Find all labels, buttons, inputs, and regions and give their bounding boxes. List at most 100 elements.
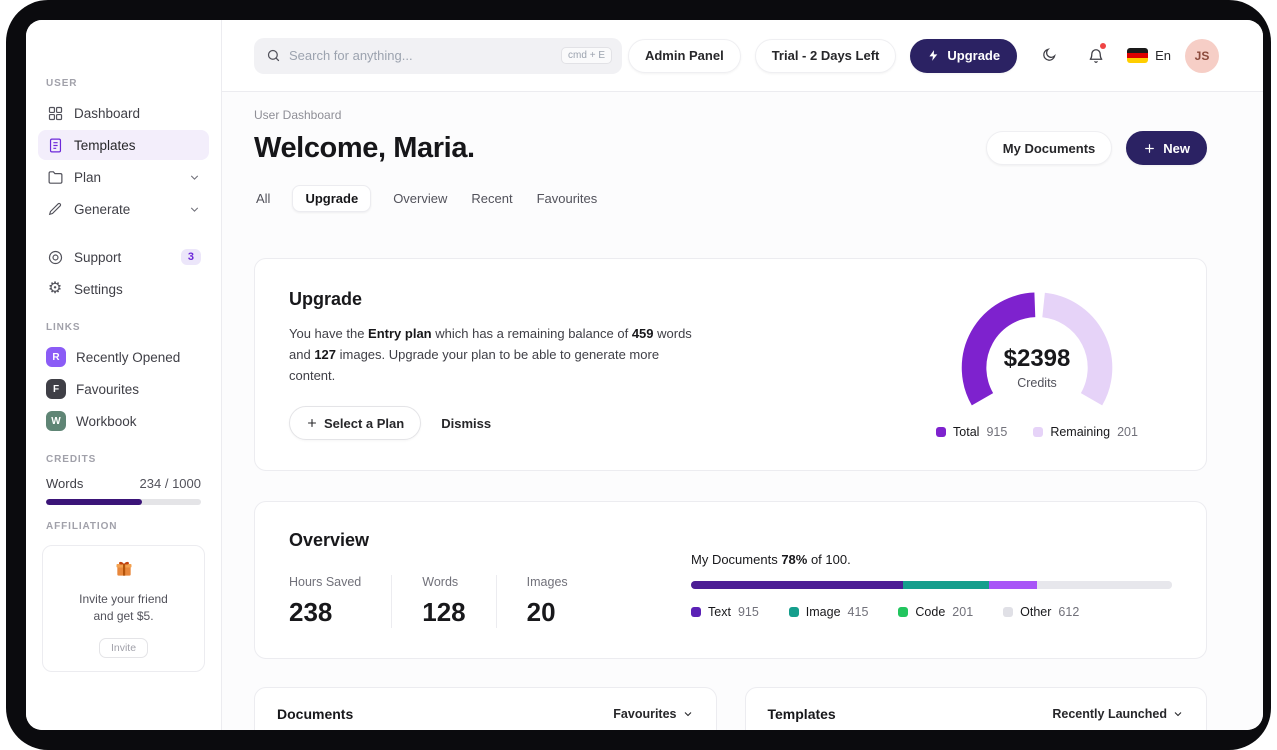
main-column: cmd + E Admin Panel Trial - 2 Days Left … bbox=[222, 20, 1263, 730]
sidebar-item-dashboard[interactable]: Dashboard bbox=[38, 98, 209, 128]
legend-item-image: Image 415 bbox=[788, 605, 868, 619]
new-button[interactable]: New bbox=[1126, 131, 1207, 165]
sidebar-link-label: Workbook bbox=[76, 413, 137, 429]
stacked-progress-bar bbox=[691, 581, 1172, 590]
documents-card-title: Documents bbox=[277, 706, 354, 723]
sidebar-item-label: Dashboard bbox=[74, 105, 141, 121]
sidebar-section-links: LINKS bbox=[46, 322, 81, 333]
chevron-down-icon bbox=[188, 171, 201, 184]
page-title: Welcome, Maria. bbox=[254, 131, 475, 164]
stat-images: Images 20 bbox=[495, 575, 598, 629]
sidebar-item-templates[interactable]: Templates bbox=[38, 130, 209, 160]
link-initial-chip: F bbox=[46, 379, 66, 399]
templates-icon bbox=[46, 136, 64, 154]
upgrade-card-text: You have the Entry plan which has a rema… bbox=[289, 326, 692, 383]
chevron-down-icon bbox=[188, 203, 201, 216]
german-flag-icon bbox=[1127, 48, 1149, 63]
affiliation-text: Invite your friend and get $5. bbox=[79, 592, 168, 624]
bolt-icon bbox=[927, 49, 940, 62]
search-shortcut: cmd + E bbox=[561, 47, 612, 64]
pencil-icon bbox=[46, 200, 64, 218]
documents-filter-dropdown[interactable]: Favourites bbox=[613, 707, 693, 721]
app-window: USER Dashboard Templates Plan bbox=[26, 20, 1263, 730]
tab-favourites[interactable]: Favourites bbox=[536, 191, 598, 206]
credits-row: Words 234 / 1000 bbox=[46, 476, 201, 491]
tab-all[interactable]: All bbox=[256, 191, 271, 206]
legend-swatch bbox=[691, 607, 701, 618]
tab-recent[interactable]: Recent bbox=[471, 191, 513, 206]
dark-mode-toggle[interactable] bbox=[1031, 39, 1065, 73]
sidebar-link-favourites[interactable]: F Favourites bbox=[38, 374, 209, 404]
stat-hours-saved: Hours Saved 238 bbox=[289, 575, 362, 628]
sidebar-section-user: USER bbox=[46, 78, 78, 89]
bar-segment-image bbox=[902, 581, 990, 590]
overview-stats: Hours Saved 238 Words 128 Images 20 bbox=[289, 575, 681, 629]
sidebar-item-settings[interactable]: ⚙ Settings bbox=[38, 274, 209, 304]
plus-icon bbox=[1143, 142, 1156, 155]
moon-icon bbox=[1039, 47, 1057, 65]
sidebar-item-label: Support bbox=[74, 249, 122, 265]
stat-words: Words 128 bbox=[391, 575, 495, 629]
breadcrumb: User Dashboard bbox=[254, 108, 342, 122]
sidebar-item-plan[interactable]: Plan bbox=[38, 162, 209, 192]
gear-icon: ⚙ bbox=[47, 280, 63, 297]
sidebar-link-recently-opened[interactable]: R Recently Opened bbox=[38, 342, 209, 372]
sidebar-link-workbook[interactable]: W Workbook bbox=[38, 406, 209, 436]
support-icon bbox=[46, 248, 64, 266]
templates-filter-dropdown[interactable]: Recently Launched bbox=[1052, 707, 1184, 721]
chevron-down-icon bbox=[1172, 708, 1184, 720]
search-bar[interactable]: cmd + E bbox=[254, 37, 622, 74]
support-badge: 3 bbox=[180, 249, 201, 265]
legend-swatch bbox=[788, 607, 799, 618]
select-plan-button[interactable]: Select a Plan bbox=[289, 406, 422, 441]
bar-segment-text bbox=[691, 581, 903, 590]
user-avatar[interactable]: JS bbox=[1185, 38, 1219, 73]
grid-icon bbox=[46, 104, 64, 122]
link-initial-chip: R bbox=[46, 347, 66, 367]
credits-gauge: $2398 Credits Total 915 Remaining bbox=[902, 289, 1172, 440]
admin-panel-button[interactable]: Admin Panel bbox=[627, 38, 741, 73]
language-selector[interactable]: En bbox=[1127, 48, 1171, 63]
notifications-button[interactable] bbox=[1079, 39, 1113, 73]
upgrade-button[interactable]: Upgrade bbox=[910, 38, 1018, 73]
gauge-value: $2398 bbox=[1003, 345, 1071, 372]
select-plan-label: Select a Plan bbox=[324, 415, 405, 431]
upgrade-card-title: Upgrade bbox=[289, 289, 363, 309]
window-frame: USER Dashboard Templates Plan bbox=[6, 0, 1271, 750]
legend-swatch bbox=[1003, 607, 1014, 618]
my-documents-button[interactable]: My Documents bbox=[985, 131, 1113, 165]
chevron-down-icon bbox=[682, 708, 694, 720]
sidebar-item-label: Plan bbox=[74, 169, 102, 185]
credits-label: Words bbox=[46, 476, 84, 491]
topbar: cmd + E Admin Panel Trial - 2 Days Left … bbox=[222, 20, 1263, 92]
search-input[interactable] bbox=[289, 48, 554, 63]
folder-icon bbox=[46, 168, 64, 186]
gauge-arc-total bbox=[961, 292, 1036, 406]
gauge-chart bbox=[961, 292, 1113, 406]
trial-button[interactable]: Trial - 2 Days Left bbox=[754, 38, 897, 73]
plus-icon bbox=[306, 417, 318, 429]
new-button-label: New bbox=[1163, 140, 1190, 156]
sidebar-item-support[interactable]: Support 3 bbox=[38, 242, 209, 272]
upgrade-card: Upgrade You have the Entry plan which ha… bbox=[254, 258, 1207, 472]
documents-card: Documents Favourites Untitled Document i… bbox=[254, 687, 717, 730]
tab-upgrade[interactable]: Upgrade bbox=[292, 185, 372, 212]
legend-swatch bbox=[936, 427, 947, 437]
legend-item-total: Total 915 bbox=[936, 425, 1007, 439]
bell-icon bbox=[1087, 47, 1105, 65]
legend-item-code: Code 201 bbox=[898, 605, 973, 619]
dismiss-button[interactable]: Dismiss bbox=[441, 415, 492, 431]
invite-button[interactable]: Invite bbox=[98, 637, 149, 658]
legend-swatch bbox=[898, 607, 909, 618]
sidebar-item-generate[interactable]: Generate bbox=[38, 194, 209, 224]
sidebar-link-label: Favourites bbox=[76, 381, 140, 397]
sidebar: USER Dashboard Templates Plan bbox=[26, 20, 222, 730]
credits-progress-track bbox=[46, 499, 201, 505]
legend-item-other: Other 612 bbox=[1003, 605, 1079, 619]
gift-icon bbox=[114, 559, 134, 579]
sidebar-section-credits: CREDITS bbox=[46, 454, 97, 465]
link-initial-chip: W bbox=[46, 411, 66, 431]
gauge-legend: Total 915 Remaining 201 bbox=[936, 425, 1138, 439]
tab-overview[interactable]: Overview bbox=[393, 191, 448, 206]
templates-card: Templates Recently Launched Blog Post Ti… bbox=[744, 687, 1207, 730]
